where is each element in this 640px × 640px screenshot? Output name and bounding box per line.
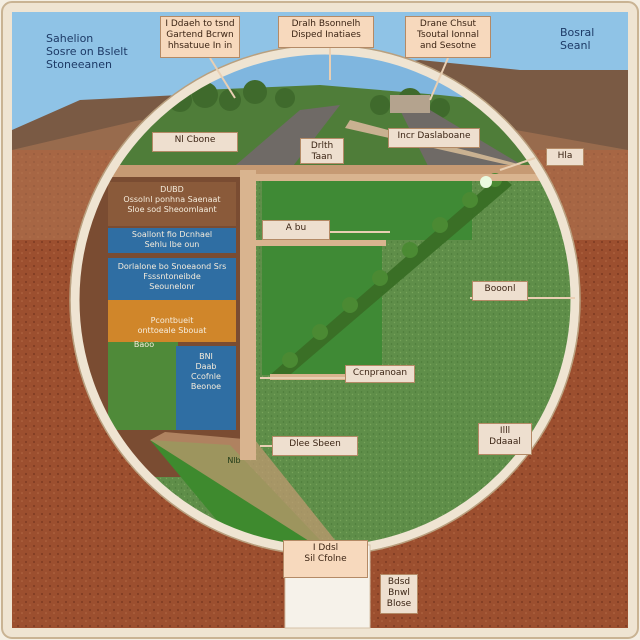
right-small-label: Hla: [546, 148, 584, 166]
bottom-label: I Ddsl Sil Cfolne: [283, 540, 368, 578]
sign-label: Incr Daslaboane: [388, 128, 480, 148]
building-icon: [390, 95, 430, 113]
stratum-label-2: Soallont fio Dcnhael Sehlu lbe oun: [131, 230, 213, 249]
right-lower-label: Illl Ddaaal: [478, 423, 532, 455]
stratum-label-1: DUBD Ossolnl ponhna Saenaat Sloe sod She…: [123, 185, 221, 214]
stratum-label-4: Pcontbueit onttoeale Sbouat: [137, 316, 207, 335]
right-label: Booonl: [472, 281, 528, 301]
top-label-3: Drane Chsut Tsoutal Ionnal and Sesotne: [405, 16, 491, 58]
corner-left-caption: Sahelion Sosre on Bslelt Stoneeanen: [46, 32, 128, 71]
alum-label: A bu: [262, 220, 330, 240]
lower-center-label: Dlee Sbeen: [272, 436, 358, 456]
stratum-label-3: Dorlalone bo Snoeaond Srs Fsssntoneibde …: [117, 262, 227, 291]
stratum-label-6: BNI Daab Ccofnle Beonoe: [190, 352, 222, 391]
corner-right-caption: Bosral Seanl: [560, 26, 595, 52]
top-label-2: Dralh Bsonnelh Disped Inatiaes: [278, 16, 374, 48]
road-label: Nl Cbone: [152, 132, 238, 152]
bottom-right-label: Bdsd Bnwl Blose: [380, 574, 418, 614]
center-label: Ccnpranoan: [345, 365, 415, 383]
stratum-label-7: Nlb: [227, 456, 241, 465]
stratum-label-5: Baoo: [133, 340, 155, 349]
middle-label: Drlth Taan: [300, 138, 344, 164]
tree-icon: [480, 176, 492, 188]
top-label-1: I Ddaeh to tsnd Gartend Bcrwn hhsatuue I…: [160, 16, 240, 58]
